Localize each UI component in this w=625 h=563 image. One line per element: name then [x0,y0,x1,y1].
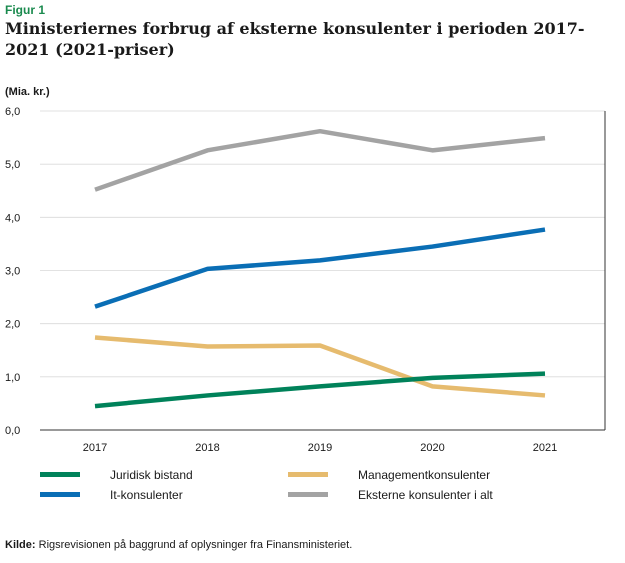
series-lines [94,128,546,409]
series-line-juridisk-bistand [94,371,546,409]
x-tick-label: 2017 [83,442,107,454]
line-chart: 0,01,02,03,04,05,06,0 2017 2018 2019 2020 20… [5,106,606,454]
y-tick-label: 1,0 [5,372,20,384]
legend-item-eksterne-konsulenter-i-alt: Eksterne konsulenter i alt [288,487,588,502]
series-line-it-konsulenter [94,227,546,309]
legend-item-it-konsulenter: It-konsulenter [40,487,288,502]
legend-label-it-konsulenter: It-konsulenter [110,487,183,502]
y-tick-label: 2,0 [5,319,20,331]
source-text: Rigsrevisionen på baggrund af oplysninge… [38,539,353,551]
legend-label-juridisk-bistand: Juridisk bistand [110,467,193,482]
y-tick-label: 6,0 [5,106,20,118]
series-line-eksterne-konsulenter-i-alt [94,128,546,192]
x-tick-label: 2021 [533,442,557,454]
y-tick-labels: 0,0 1,0 2,0 3,0 4,0 5,0 6,0 [5,106,20,437]
legend-label-eksterne-konsulenter-i-alt: Eksterne konsulenter i alt [358,487,493,502]
y-tick-label: 0,0 [5,425,20,437]
y-tick-label: 4,0 [5,212,20,224]
legend-swatch-eksterne-konsulenter-i-alt [288,492,328,497]
legend: Juridisk bistand Managementkonsulenter I… [40,467,600,502]
legend-item-managementkonsulenter: Managementkonsulenter [288,467,588,482]
x-tick-labels: 2017 2018 2019 2020 2021 [83,442,557,454]
source-label: Kilde: [5,539,36,551]
legend-swatch-it-konsulenter [40,492,80,497]
x-tick-label: 2018 [195,442,219,454]
legend-item-juridisk-bistand: Juridisk bistand [40,467,288,482]
legend-swatch-juridisk-bistand [40,472,80,477]
source-note: Kilde: Rigsrevisionen på baggrund af opl… [5,539,352,551]
legend-swatch-managementkonsulenter [288,472,328,477]
y-tick-label: 5,0 [5,159,20,171]
figure-label: Figur 1 [5,3,46,17]
x-tick-label: 2019 [308,442,332,454]
y-tick-label: 3,0 [5,266,20,278]
y-axis-unit-label: (Mia. kr.) [5,86,50,98]
x-tick-label: 2020 [420,442,444,454]
series-line-managementkonsulenter [94,335,546,398]
gridlines [40,110,606,431]
chart-title: Ministeriernes forbrug af eksterne konsu… [5,19,585,59]
legend-label-managementkonsulenter: Managementkonsulenter [358,467,491,482]
